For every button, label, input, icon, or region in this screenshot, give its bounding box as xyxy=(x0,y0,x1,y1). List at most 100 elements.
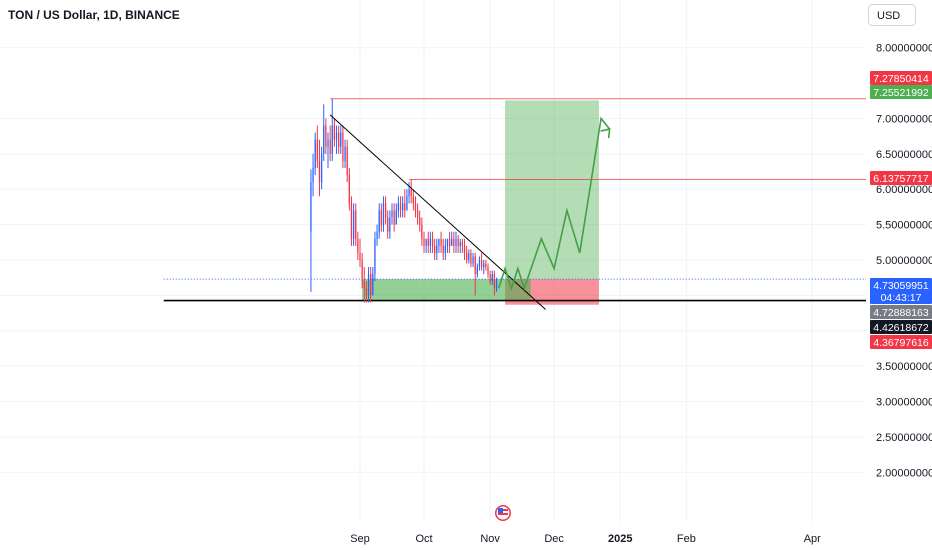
candle-body xyxy=(340,132,342,147)
candle-body xyxy=(453,238,455,246)
candle-body xyxy=(384,203,387,218)
candle-body xyxy=(352,210,355,239)
candle-body xyxy=(408,189,410,197)
candle-body xyxy=(333,125,336,140)
candle-body xyxy=(387,217,389,232)
y-tick-label: 5.00000000 xyxy=(876,255,932,267)
candle-body xyxy=(436,245,438,253)
us-flag-stripe xyxy=(498,513,508,515)
candle-body xyxy=(361,260,363,282)
price-label-text: 7.25521992 xyxy=(873,87,929,99)
candle-body xyxy=(327,139,329,147)
candle-body xyxy=(474,256,476,275)
candle-body xyxy=(457,238,459,246)
candle-body xyxy=(363,281,365,289)
candle-body xyxy=(429,238,432,246)
x-tick-label: 2025 xyxy=(608,533,632,545)
price-label-box xyxy=(870,171,932,185)
candle-body xyxy=(397,203,400,211)
candle-body xyxy=(329,139,331,154)
y-tick-label: 3.00000000 xyxy=(876,397,932,409)
candle-body xyxy=(391,210,393,218)
candle-body xyxy=(310,182,312,232)
base-zone xyxy=(362,279,531,301)
price-label-box xyxy=(870,305,932,319)
candle-body xyxy=(399,203,402,211)
candle-body xyxy=(451,238,453,246)
candle-body xyxy=(355,210,357,239)
candle-body xyxy=(444,245,446,253)
projection-path xyxy=(497,116,611,291)
candle-body xyxy=(393,210,395,225)
candle-body xyxy=(314,139,316,168)
candle-body xyxy=(342,132,344,161)
candle-body xyxy=(442,245,444,253)
countdown-label: 04:43:17 xyxy=(881,292,922,304)
candle-body xyxy=(359,252,361,260)
trendline xyxy=(329,114,546,310)
y-tick-label: 2.50000000 xyxy=(876,432,932,444)
price-label-text: 4.42618672 xyxy=(873,322,929,334)
candle-body xyxy=(440,238,442,246)
target-zone xyxy=(505,100,599,280)
candle-body xyxy=(487,267,489,275)
y-tick-label: 2.00000000 xyxy=(876,467,932,479)
candle-body xyxy=(374,238,376,275)
candle-body xyxy=(478,260,481,268)
price-label-box xyxy=(870,278,932,304)
candle-body xyxy=(461,242,464,246)
candle-body xyxy=(419,217,421,225)
candle-body xyxy=(402,203,404,211)
us-flag-stripe xyxy=(498,509,508,511)
candle-body xyxy=(372,274,374,296)
candle-body xyxy=(431,238,434,246)
price-label-text: 4.36797616 xyxy=(873,337,929,349)
candle-body xyxy=(344,146,346,161)
y-tick-label: 3.50000000 xyxy=(876,361,932,373)
candle-body xyxy=(318,160,321,183)
candle-body xyxy=(466,252,468,260)
price-label-text: 4.73059951 xyxy=(873,280,929,292)
price-label-text: 7.27850414 xyxy=(873,73,929,85)
x-tick-label: Apr xyxy=(804,533,821,545)
candle-body xyxy=(414,203,417,211)
candle-body xyxy=(404,203,406,211)
candle-body xyxy=(406,196,408,211)
us-flag-icon-inner xyxy=(496,506,510,520)
price-label-text: 6.13757717 xyxy=(873,173,929,185)
candle-body xyxy=(382,203,385,225)
candle-body xyxy=(495,279,498,289)
x-tick-label: Sep xyxy=(350,533,370,545)
candle-body xyxy=(446,238,449,246)
currency-button[interactable]: USD xyxy=(868,4,916,26)
candle-body xyxy=(331,125,333,154)
candle-body xyxy=(335,132,338,140)
candle-body xyxy=(421,224,423,239)
us-flag-canton xyxy=(498,508,503,513)
candle-body xyxy=(320,153,323,183)
price-label-text: 4.72888163 xyxy=(873,307,929,319)
candle-body xyxy=(346,146,348,176)
stop-zone xyxy=(505,279,599,305)
candle-body xyxy=(425,238,427,246)
candle-body xyxy=(480,260,483,268)
candle-body xyxy=(348,175,350,204)
candle-body xyxy=(463,245,466,253)
candle-body xyxy=(350,203,353,239)
y-tick-label: 6.00000000 xyxy=(876,184,932,196)
candle-body xyxy=(476,267,478,275)
y-tick-label: 8.00000000 xyxy=(876,43,932,55)
candle-body xyxy=(323,125,325,154)
candle-body xyxy=(455,238,457,246)
candle-body xyxy=(491,274,493,282)
y-tick-label: 5.50000000 xyxy=(876,220,932,232)
candle-body xyxy=(370,274,372,296)
candle-body xyxy=(380,210,382,225)
candle-body xyxy=(376,231,378,239)
candle-body xyxy=(325,125,327,147)
candle-body xyxy=(423,238,425,246)
x-tick-label: Nov xyxy=(480,533,500,545)
candle-body xyxy=(459,242,461,246)
